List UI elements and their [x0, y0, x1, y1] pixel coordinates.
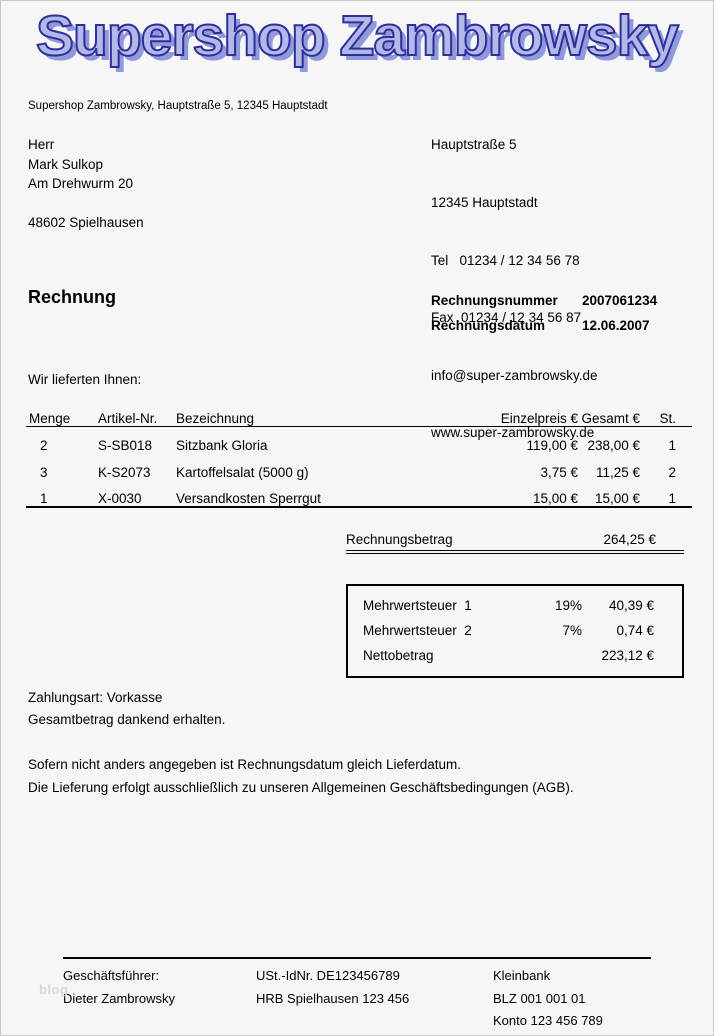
payment-notes: Zahlungsart: Vorkasse Gesamtbetrag danke…: [28, 687, 225, 730]
header-einzelpreis: Einzelpreis €: [426, 403, 578, 427]
company-city: 12345 Hauptstadt: [431, 195, 538, 211]
agb-note: Die Lieferung erfolgt ausschließlich zu …: [28, 780, 574, 795]
tax-rate: 19%: [554, 598, 582, 613]
invoice-meta: Rechnungsnummer 2007061234 Rechnungsdatum…: [431, 288, 657, 338]
tax-rate: 7%: [562, 623, 582, 638]
tax-value: 40,39 €: [608, 598, 654, 613]
header-st: St.: [640, 403, 692, 427]
item-gesamt: 238,00 €: [587, 438, 640, 453]
item-menge: 3: [40, 465, 48, 480]
invoice-total-row: Rechnungsbetrag 264,25 €: [346, 532, 684, 551]
company-street: Hauptstraße 5: [431, 137, 517, 153]
invoice-title: Rechnung: [28, 287, 116, 307]
item-einzelpreis: 119,00 €: [526, 438, 578, 453]
item-gesamt: 11,25 €: [595, 465, 640, 480]
tax-label: Mehrwertsteuer 1: [363, 598, 472, 613]
company-logo: Supershop Zambrowsky: [35, 3, 680, 69]
item-gesamt: 15,00 €: [578, 480, 640, 508]
footer-management-column: Geschäftsführer: Dieter Zambrowsky: [63, 965, 256, 1033]
item-bezeichnung: Kartoffelsalat (5000 g): [176, 465, 309, 480]
company-contact-block: Hauptstraße 5 12345 Hauptstadt Tel 01234…: [431, 97, 598, 481]
tax-row: Mehrwertsteuer 2 7% 0,74 €: [348, 618, 682, 643]
tax-value: 0,74 €: [616, 623, 654, 638]
invoice-footer: Geschäftsführer: Dieter Zambrowsky USt.-…: [63, 957, 651, 1033]
payment-method-line: Zahlungsart: Vorkasse: [28, 690, 163, 705]
item-st: 2: [668, 465, 676, 480]
recipient-salutation: Herr: [28, 137, 55, 152]
delivery-intro: Wir lieferten Ihnen:: [28, 372, 142, 387]
recipient-street: Am Drehwurm 20: [28, 176, 134, 191]
item-artikel: K-S2073: [98, 465, 151, 480]
recipient-city: 48602 Spielhausen: [28, 214, 144, 230]
table-row: 2 S-SB018 Sitzbank Gloria 119,00 € 238,0…: [26, 426, 692, 453]
sender-return-address: Supershop Zambrowsky, Hauptstraße 5, 123…: [28, 100, 328, 112]
item-st: 1: [668, 438, 676, 453]
footer-registration-column: USt.-IdNr. DE123456789 HRB Spielhausen 1…: [256, 965, 493, 1033]
invoice-number-value: 2007061234: [582, 293, 658, 308]
header-bezeichnung: Bezeichnung: [176, 403, 426, 427]
footer-bank-column: Kleinbank BLZ 001 001 01 Konto 123 456 7…: [493, 965, 651, 1033]
tax-summary-box: Mehrwertsteuer 1 19% 40,39 € Mehrwertste…: [346, 584, 684, 678]
table-row: 3 K-S2073 Kartoffelsalat (5000 g) 3,75 €…: [26, 453, 692, 480]
item-artikel: X-0030: [98, 480, 176, 508]
table-row: 1 X-0030 Versandkosten Sperrgut 15,00 € …: [26, 480, 692, 508]
delivery-date-note: Sofern nicht anders angegeben ist Rechnu…: [28, 757, 462, 772]
invoice-date-value: 12.06.2007: [582, 318, 650, 333]
item-st: 1: [640, 480, 692, 508]
invoice-number-row: Rechnungsnummer 2007061234: [431, 288, 657, 313]
net-total-value: 223,12 €: [601, 648, 654, 663]
item-bezeichnung: Sitzbank Gloria: [176, 438, 268, 453]
vat-id: USt.-IdNr. DE123456789: [256, 968, 400, 983]
tax-row: Mehrwertsteuer 1 19% 40,39 €: [348, 593, 682, 618]
company-fax: Fax 01234 / 12 34 56 87: [431, 310, 582, 326]
invoice-date-label: Rechnungsdatum: [431, 318, 546, 333]
header-menge: Menge: [26, 403, 98, 427]
items-table: Menge Artikel-Nr. Bezeichnung Einzelprei…: [26, 403, 692, 508]
items-header-row: Menge Artikel-Nr. Bezeichnung Einzelprei…: [26, 403, 692, 427]
item-bezeichnung: Versandkosten Sperrgut: [176, 480, 426, 508]
invoice-total-section: Rechnungsbetrag 264,25 €: [346, 532, 684, 554]
header-gesamt: Gesamt €: [578, 403, 640, 427]
item-menge: 2: [40, 438, 48, 453]
tax-label: Mehrwertsteuer 2: [363, 623, 472, 638]
company-phone: Tel 01234 / 12 34 56 78: [431, 252, 580, 268]
recipient-address-block: Herr Mark Sulkop Am Drehwurm 20 48602 Sp…: [28, 135, 144, 232]
double-rule: [346, 553, 684, 554]
invoice-number-label: Rechnungsnummer: [431, 293, 558, 308]
item-menge: 1: [26, 480, 98, 508]
header-artikel: Artikel-Nr.: [98, 403, 176, 427]
managing-director-name: Dieter Zambrowsky: [63, 990, 175, 1006]
terms-notes: Sofern nicht anders angegeben ist Rechnu…: [28, 753, 574, 799]
company-email: info@super-zambrowsky.de: [431, 367, 598, 383]
payment-received-line: Gesamtbetrag dankend erhalten.: [28, 711, 226, 727]
invoice-date-row: Rechnungsdatum 12.06.2007: [431, 313, 657, 338]
recipient-name: Mark Sulkop: [28, 156, 104, 172]
trade-register: HRB Spielhausen 123 456: [256, 990, 410, 1006]
bank-account: Konto 123 456 789: [493, 1013, 603, 1028]
net-total-label: Nettobetrag: [363, 648, 434, 663]
invoice-total-label: Rechnungsbetrag: [346, 532, 453, 547]
item-einzelpreis: 3,75 €: [540, 465, 578, 480]
address-gap: [28, 194, 144, 213]
bank-code: BLZ 001 001 01: [493, 990, 586, 1006]
managing-director-label: Geschäftsführer:: [63, 968, 160, 983]
item-einzelpreis: 15,00 €: [426, 480, 578, 508]
bank-name: Kleinbank: [493, 968, 551, 983]
invoice-total-value: 264,25 €: [603, 532, 656, 547]
net-total-rate: [497, 643, 582, 668]
net-total-row: Nettobetrag 223,12 €: [348, 643, 682, 668]
item-artikel: S-SB018: [98, 438, 153, 453]
company-website: www.super-zambrowsky.de: [431, 425, 595, 441]
blog-watermark: blog: [39, 982, 69, 997]
